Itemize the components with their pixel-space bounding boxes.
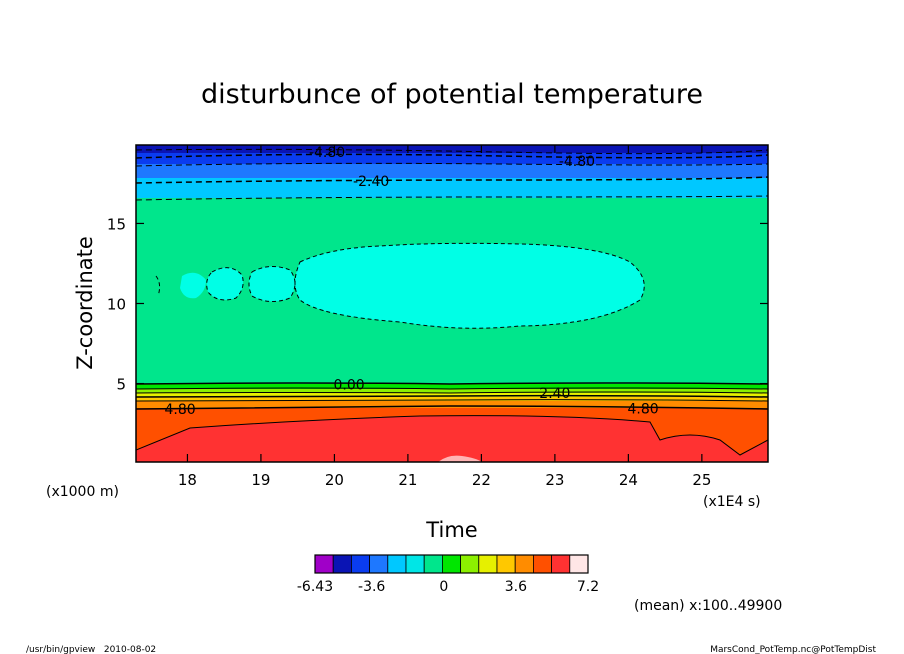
x-axis: 18 19 20 21 22 23 24 25 [178,145,711,489]
contour-line [206,267,244,301]
field-positive-blob [295,243,645,329]
field-peak-region [438,455,482,462]
colorbar-swatch [533,554,553,574]
chart-title: disturbunce of potential temperature [201,79,703,110]
colorbar-frame [314,554,589,574]
y-tick-label: 15 [107,215,126,233]
colorbar-swatch [314,554,334,574]
y-tick-label: 10 [107,296,126,314]
footer-right: MarsCond_PotTemp.nc@PotTempDist [710,645,876,654]
contour-line [294,242,645,329]
x-tick-label: 19 [251,471,270,489]
contour-line [136,405,768,410]
colorbar-swatch [460,554,480,574]
field-positive-blob-small [249,266,295,302]
colorbar-swatch [441,554,461,574]
contour-labels: -4.80 -4.80 -2.40 0.00 2.40 4.80 4.80 [165,145,659,418]
contour-label: 4.80 [165,402,196,418]
field-positive-blob-small-3 [180,272,206,299]
mean-annotation: (mean) x:100..49900 [634,598,782,614]
x-tick-label: 21 [398,471,417,489]
field-band-4 [136,178,768,198]
x-tick-label: 23 [545,471,564,489]
colorbar-ticks: -6.43 -3.6 0 3.6 7.2 [297,579,599,595]
y-axis-label: Z-coordinate [73,236,97,370]
colorbar-swatch [478,554,498,574]
x-tick-label: 22 [472,471,491,489]
field-low-band-7 [136,415,768,462]
colorbar-swatch [551,554,571,574]
x-tick-label: 20 [325,471,344,489]
colorbar-swatch [405,554,425,574]
contour-line [155,275,161,297]
y-axis: 5 10 15 [107,215,768,394]
colorbar-swatch [387,554,407,574]
colorbar [314,554,589,574]
colorbar-tick-label: -6.43 [297,579,333,595]
colorbar-tick-label: -3.6 [358,579,385,595]
colorbar-tick-label: 7.2 [577,579,599,595]
field-top-band [136,145,768,154]
contour-label: -4.80 [559,154,595,170]
contour-label: 4.80 [627,401,658,417]
contour-line [136,162,768,167]
contour-line [136,195,768,201]
field-positive-blob-small-2 [206,267,244,300]
contour-line [136,153,768,159]
contour-line [136,382,768,385]
x-tick-label: 25 [692,471,711,489]
colorbar-swatch [496,554,516,574]
field-band-3 [136,164,768,179]
colorbar-swatch [369,554,389,574]
contour-label: -4.80 [309,145,345,161]
footer-left: /usr/bin/gpview 2010-08-02 [26,645,156,654]
contour-line [136,415,768,456]
y-tick-label: 5 [116,376,126,394]
colorbar-swatch [423,554,443,574]
contour-line [136,394,768,398]
plot-area [136,145,768,462]
contour-line [136,391,768,394]
colorbar-tick-label: 0 [439,579,448,595]
colorbar-swatch [569,554,589,574]
colorbar-swatch [350,554,370,574]
contour-label: -2.40 [353,174,389,190]
x-tick-label: 24 [619,471,638,489]
field-band-2 [136,153,768,165]
contour-line [136,399,768,402]
contour-lines [136,148,768,456]
contour-label: 2.40 [539,386,570,402]
y-axis-unit: (x1000 m) [46,484,119,500]
contour-line [136,176,768,184]
colorbar-swatch [332,554,352,574]
x-tick-label: 18 [178,471,197,489]
contour-label: 0.00 [334,377,365,393]
x-axis-unit: (x1E4 s) [703,494,761,510]
contour-line [136,387,768,390]
contour-line [136,148,768,155]
colorbar-swatch [514,554,534,574]
x-axis-label: Time [425,518,477,542]
colorbar-tick-label: 3.6 [505,579,527,595]
